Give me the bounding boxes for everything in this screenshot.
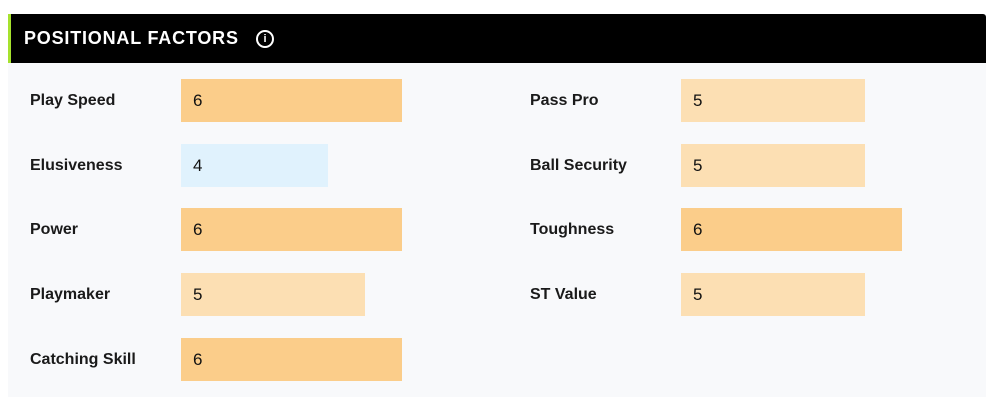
factor-value: 6	[193, 91, 202, 110]
factor-row: Ball Security 5	[530, 144, 980, 188]
factor-bar: 5	[181, 273, 365, 316]
factor-value: 4	[193, 156, 202, 175]
factor-value: 5	[693, 91, 702, 110]
factor-value: 6	[193, 220, 202, 239]
factor-bar: 5	[681, 273, 865, 316]
factor-label: Pass Pro	[530, 79, 598, 123]
factor-value: 6	[193, 350, 202, 369]
card-header: POSITIONAL FACTORS i	[8, 14, 986, 63]
factor-label: Playmaker	[30, 273, 110, 317]
info-icon[interactable]: i	[256, 30, 274, 48]
factor-row: Toughness 6	[530, 208, 980, 252]
factor-bar: 6	[181, 338, 402, 381]
factor-label: Catching Skill	[30, 338, 136, 382]
factor-label: Elusiveness	[30, 144, 123, 188]
factor-value: 6	[693, 220, 702, 239]
factor-value: 5	[193, 285, 202, 304]
card-title: POSITIONAL FACTORS	[24, 27, 239, 49]
factor-label: Ball Security	[530, 144, 627, 188]
factor-row: Elusiveness 4	[30, 144, 510, 188]
factor-label: Play Speed	[30, 79, 115, 123]
factor-bar: 5	[681, 79, 865, 122]
factor-value: 5	[693, 285, 702, 304]
header-accent-bar	[8, 14, 11, 63]
factor-row: Power 6	[30, 208, 510, 252]
factor-value: 5	[693, 156, 702, 175]
factor-row: ST Value 5	[530, 273, 980, 317]
factor-row: Catching Skill 6	[30, 338, 510, 382]
positional-factors-card: POSITIONAL FACTORS i Play Speed 6 Elusiv…	[8, 14, 986, 397]
factor-row: Pass Pro 5	[530, 79, 980, 123]
factor-bar: 5	[681, 144, 865, 187]
factor-bar: 4	[181, 144, 328, 187]
factor-row: Play Speed 6	[30, 79, 510, 123]
factor-row: Playmaker 5	[30, 273, 510, 317]
factor-label: Power	[30, 208, 78, 252]
factor-label: Toughness	[530, 208, 614, 252]
factor-bar: 6	[181, 208, 402, 251]
factor-label: ST Value	[530, 273, 597, 317]
factor-bar: 6	[681, 208, 902, 251]
factor-bar: 6	[181, 79, 402, 122]
